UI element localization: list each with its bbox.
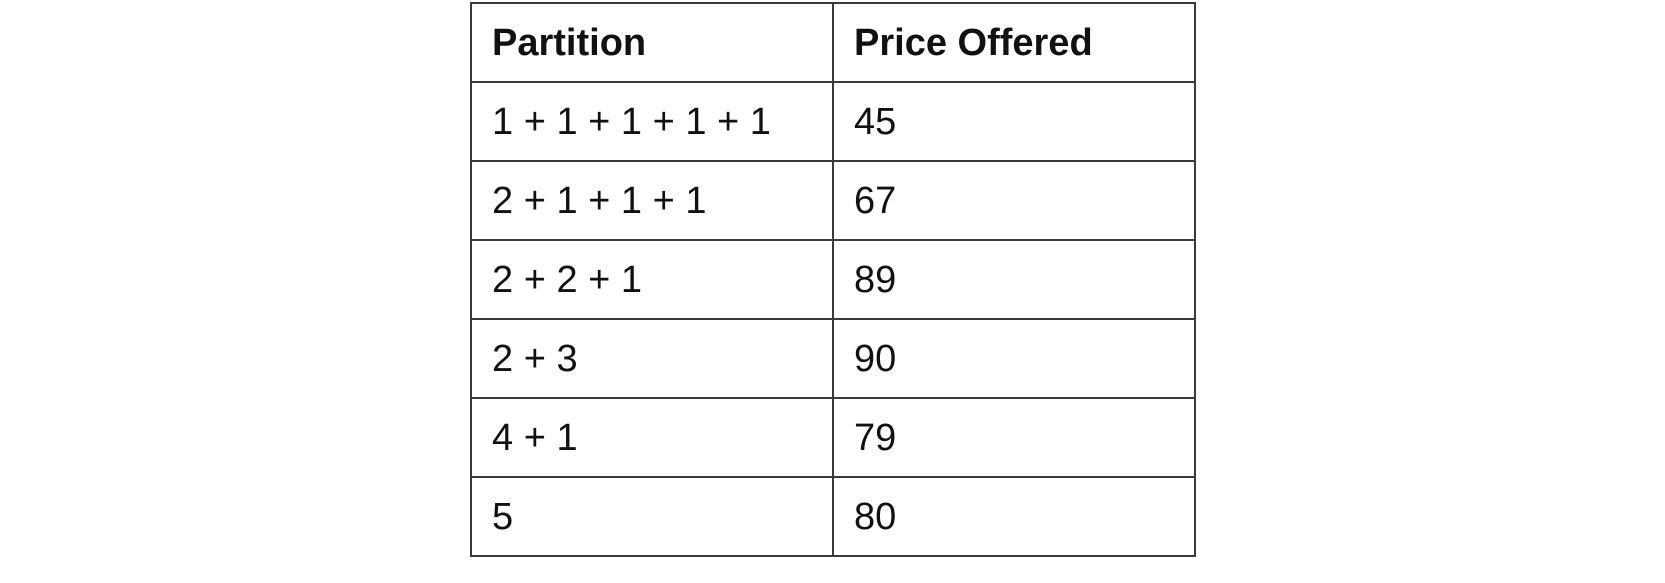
cell-partition: 5 — [470, 476, 834, 557]
cell-price: 79 — [832, 397, 1196, 478]
partition-price-table: Partition Price Offered 1 + 1 + 1 + 1 + … — [470, 2, 1196, 557]
cell-price: 45 — [832, 81, 1196, 162]
cell-partition: 2 + 1 + 1 + 1 — [470, 160, 834, 241]
cell-price: 90 — [832, 318, 1196, 399]
cell-price: 67 — [832, 160, 1196, 241]
cell-partition: 4 + 1 — [470, 397, 834, 478]
table-row: 2 + 2 + 1 89 — [470, 239, 1196, 320]
table-row: 4 + 1 79 — [470, 397, 1196, 478]
cell-partition: 2 + 2 + 1 — [470, 239, 834, 320]
table-row: 1 + 1 + 1 + 1 + 1 45 — [470, 81, 1196, 162]
table-row: 2 + 1 + 1 + 1 67 — [470, 160, 1196, 241]
partition-price-table-container: Partition Price Offered 1 + 1 + 1 + 1 + … — [470, 2, 1196, 557]
header-partition: Partition — [470, 2, 834, 83]
table-row: 5 80 — [470, 476, 1196, 557]
table-row: 2 + 3 90 — [470, 318, 1196, 399]
header-row: Partition Price Offered — [470, 2, 1196, 83]
cell-partition: 1 + 1 + 1 + 1 + 1 — [470, 81, 834, 162]
table-header: Partition Price Offered — [470, 2, 1196, 83]
header-price-offered: Price Offered — [832, 2, 1196, 83]
table-body: 1 + 1 + 1 + 1 + 1 45 2 + 1 + 1 + 1 67 2 … — [470, 81, 1196, 557]
cell-price: 80 — [832, 476, 1196, 557]
cell-partition: 2 + 3 — [470, 318, 834, 399]
cell-price: 89 — [832, 239, 1196, 320]
